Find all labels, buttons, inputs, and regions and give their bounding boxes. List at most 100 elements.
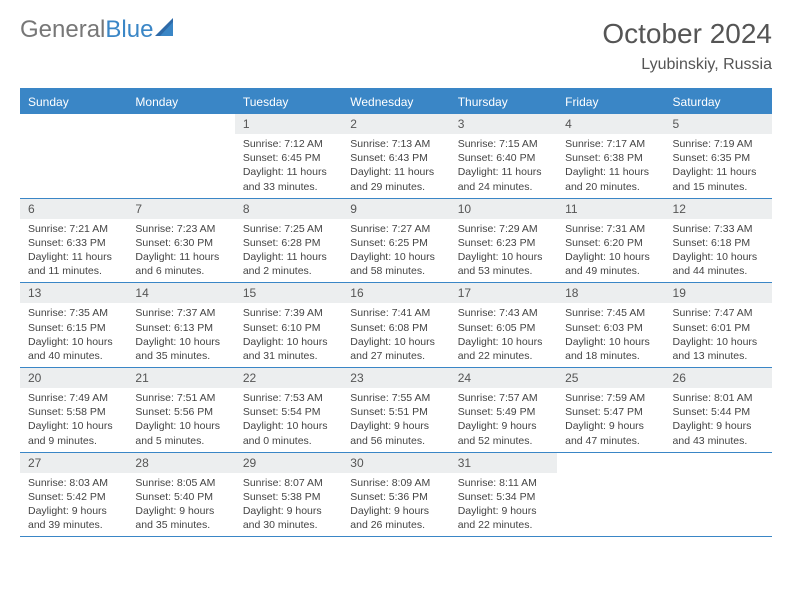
day-number: 12 <box>665 199 772 219</box>
day-body: Sunrise: 7:27 AMSunset: 6:25 PMDaylight:… <box>342 219 449 283</box>
day-cell: 27Sunrise: 8:03 AMSunset: 5:42 PMDayligh… <box>20 453 127 537</box>
sunrise-line: Sunrise: 7:33 AM <box>673 222 764 236</box>
day-cell: 8Sunrise: 7:25 AMSunset: 6:28 PMDaylight… <box>235 199 342 283</box>
day-cell: 5Sunrise: 7:19 AMSunset: 6:35 PMDaylight… <box>665 114 772 198</box>
day-body: Sunrise: 7:17 AMSunset: 6:38 PMDaylight:… <box>557 134 664 198</box>
day-number: 18 <box>557 283 664 303</box>
day-number: 28 <box>127 453 234 473</box>
brand-logo: General Blue <box>20 18 177 42</box>
sail-icon <box>155 18 177 38</box>
sunset-line: Sunset: 5:49 PM <box>458 405 549 419</box>
weekday-header: Friday <box>557 90 664 114</box>
sunset-line: Sunset: 6:38 PM <box>565 151 656 165</box>
day-body: Sunrise: 7:25 AMSunset: 6:28 PMDaylight:… <box>235 219 342 283</box>
daylight-line: Daylight: 10 hours and 13 minutes. <box>673 335 764 363</box>
sunrise-line: Sunrise: 8:09 AM <box>350 476 441 490</box>
daylight-line: Daylight: 10 hours and 18 minutes. <box>565 335 656 363</box>
day-number: 24 <box>450 368 557 388</box>
day-body: Sunrise: 7:37 AMSunset: 6:13 PMDaylight:… <box>127 303 234 367</box>
sunrise-line: Sunrise: 7:55 AM <box>350 391 441 405</box>
day-body: Sunrise: 8:11 AMSunset: 5:34 PMDaylight:… <box>450 473 557 537</box>
sunset-line: Sunset: 6:25 PM <box>350 236 441 250</box>
day-cell: 19Sunrise: 7:47 AMSunset: 6:01 PMDayligh… <box>665 283 772 367</box>
day-body: Sunrise: 7:39 AMSunset: 6:10 PMDaylight:… <box>235 303 342 367</box>
day-cell: 22Sunrise: 7:53 AMSunset: 5:54 PMDayligh… <box>235 368 342 452</box>
daylight-line: Daylight: 10 hours and 5 minutes. <box>135 419 226 447</box>
daylight-line: Daylight: 10 hours and 9 minutes. <box>28 419 119 447</box>
day-number: 16 <box>342 283 449 303</box>
day-number: 26 <box>665 368 772 388</box>
daylight-line: Daylight: 9 hours and 43 minutes. <box>673 419 764 447</box>
day-body: Sunrise: 7:45 AMSunset: 6:03 PMDaylight:… <box>557 303 664 367</box>
day-number: 21 <box>127 368 234 388</box>
sunset-line: Sunset: 5:58 PM <box>28 405 119 419</box>
daylight-line: Daylight: 11 hours and 20 minutes. <box>565 165 656 193</box>
sunrise-line: Sunrise: 7:43 AM <box>458 306 549 320</box>
day-number: 25 <box>557 368 664 388</box>
daylight-line: Daylight: 10 hours and 53 minutes. <box>458 250 549 278</box>
day-body: Sunrise: 8:03 AMSunset: 5:42 PMDaylight:… <box>20 473 127 537</box>
sunrise-line: Sunrise: 7:15 AM <box>458 137 549 151</box>
sunrise-line: Sunrise: 7:37 AM <box>135 306 226 320</box>
sunset-line: Sunset: 6:08 PM <box>350 321 441 335</box>
day-number: 15 <box>235 283 342 303</box>
week-row: 20Sunrise: 7:49 AMSunset: 5:58 PMDayligh… <box>20 368 772 453</box>
day-cell: 13Sunrise: 7:35 AMSunset: 6:15 PMDayligh… <box>20 283 127 367</box>
daylight-line: Daylight: 10 hours and 0 minutes. <box>243 419 334 447</box>
sunrise-line: Sunrise: 7:45 AM <box>565 306 656 320</box>
sunset-line: Sunset: 5:34 PM <box>458 490 549 504</box>
sunrise-line: Sunrise: 7:49 AM <box>28 391 119 405</box>
day-cell: 16Sunrise: 7:41 AMSunset: 6:08 PMDayligh… <box>342 283 449 367</box>
week-row: 1Sunrise: 7:12 AMSunset: 6:45 PMDaylight… <box>20 114 772 199</box>
sunset-line: Sunset: 6:20 PM <box>565 236 656 250</box>
sunset-line: Sunset: 6:18 PM <box>673 236 764 250</box>
day-cell: 10Sunrise: 7:29 AMSunset: 6:23 PMDayligh… <box>450 199 557 283</box>
title-block: October 2024 Lyubinskiy, Russia <box>602 18 772 74</box>
daylight-line: Daylight: 11 hours and 11 minutes. <box>28 250 119 278</box>
daylight-line: Daylight: 10 hours and 35 minutes. <box>135 335 226 363</box>
day-number: 2 <box>342 114 449 134</box>
sunrise-line: Sunrise: 7:17 AM <box>565 137 656 151</box>
daylight-line: Daylight: 11 hours and 29 minutes. <box>350 165 441 193</box>
day-body: Sunrise: 7:43 AMSunset: 6:05 PMDaylight:… <box>450 303 557 367</box>
day-body: Sunrise: 7:47 AMSunset: 6:01 PMDaylight:… <box>665 303 772 367</box>
sunrise-line: Sunrise: 7:41 AM <box>350 306 441 320</box>
day-number: 20 <box>20 368 127 388</box>
weekday-header: Wednesday <box>342 90 449 114</box>
day-cell: 4Sunrise: 7:17 AMSunset: 6:38 PMDaylight… <box>557 114 664 198</box>
weekday-header-row: SundayMondayTuesdayWednesdayThursdayFrid… <box>20 90 772 114</box>
day-cell: 17Sunrise: 7:43 AMSunset: 6:05 PMDayligh… <box>450 283 557 367</box>
sunset-line: Sunset: 6:03 PM <box>565 321 656 335</box>
brand-part2-wrap: Blue <box>105 18 177 42</box>
sunrise-line: Sunrise: 8:11 AM <box>458 476 549 490</box>
daylight-line: Daylight: 9 hours and 47 minutes. <box>565 419 656 447</box>
sunset-line: Sunset: 5:56 PM <box>135 405 226 419</box>
sunrise-line: Sunrise: 7:27 AM <box>350 222 441 236</box>
day-cell: 9Sunrise: 7:27 AMSunset: 6:25 PMDaylight… <box>342 199 449 283</box>
day-number: 19 <box>665 283 772 303</box>
daylight-line: Daylight: 9 hours and 52 minutes. <box>458 419 549 447</box>
sunrise-line: Sunrise: 7:29 AM <box>458 222 549 236</box>
sunset-line: Sunset: 5:47 PM <box>565 405 656 419</box>
day-body: Sunrise: 8:07 AMSunset: 5:38 PMDaylight:… <box>235 473 342 537</box>
day-cell: 15Sunrise: 7:39 AMSunset: 6:10 PMDayligh… <box>235 283 342 367</box>
day-cell: 3Sunrise: 7:15 AMSunset: 6:40 PMDaylight… <box>450 114 557 198</box>
day-body: Sunrise: 7:19 AMSunset: 6:35 PMDaylight:… <box>665 134 772 198</box>
day-number: 5 <box>665 114 772 134</box>
day-cell: 14Sunrise: 7:37 AMSunset: 6:13 PMDayligh… <box>127 283 234 367</box>
daylight-line: Daylight: 10 hours and 40 minutes. <box>28 335 119 363</box>
sunrise-line: Sunrise: 7:23 AM <box>135 222 226 236</box>
sunset-line: Sunset: 5:42 PM <box>28 490 119 504</box>
weeks-container: 1Sunrise: 7:12 AMSunset: 6:45 PMDaylight… <box>20 114 772 537</box>
sunrise-line: Sunrise: 7:21 AM <box>28 222 119 236</box>
day-body: Sunrise: 7:15 AMSunset: 6:40 PMDaylight:… <box>450 134 557 198</box>
sunset-line: Sunset: 6:30 PM <box>135 236 226 250</box>
weekday-header: Tuesday <box>235 90 342 114</box>
day-number: 17 <box>450 283 557 303</box>
sunset-line: Sunset: 6:05 PM <box>458 321 549 335</box>
week-row: 27Sunrise: 8:03 AMSunset: 5:42 PMDayligh… <box>20 453 772 538</box>
location: Lyubinskiy, Russia <box>602 56 772 74</box>
sunset-line: Sunset: 5:51 PM <box>350 405 441 419</box>
day-cell: 12Sunrise: 7:33 AMSunset: 6:18 PMDayligh… <box>665 199 772 283</box>
daylight-line: Daylight: 11 hours and 2 minutes. <box>243 250 334 278</box>
